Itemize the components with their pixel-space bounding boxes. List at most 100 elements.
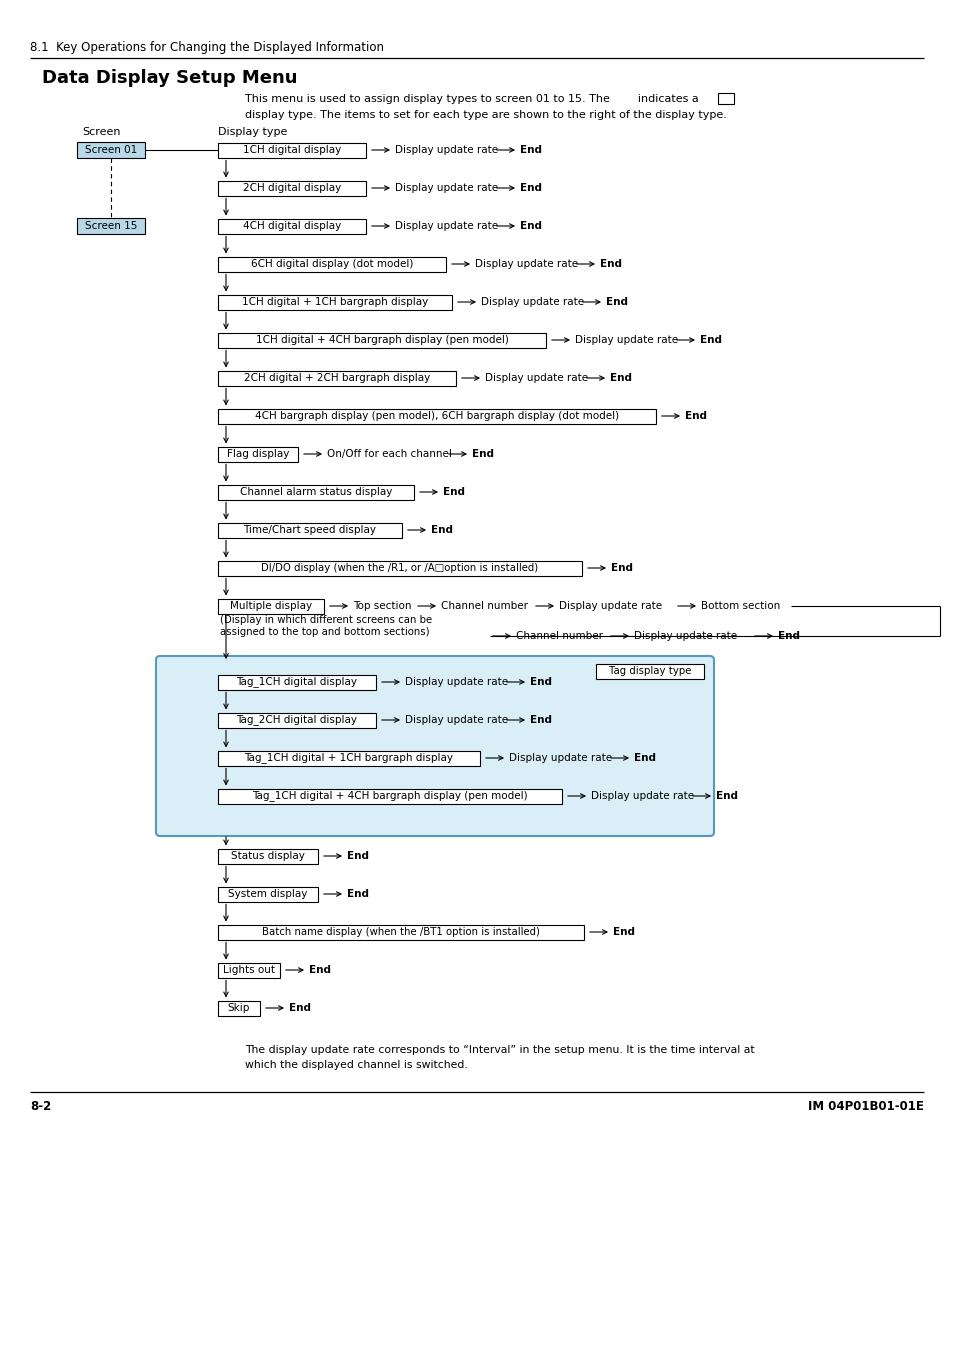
Text: End: End: [605, 297, 627, 306]
Text: Channel number: Channel number: [516, 630, 602, 641]
FancyBboxPatch shape: [156, 656, 713, 836]
Text: 8-2: 8-2: [30, 1099, 51, 1112]
Text: 1CH digital + 1CH bargraph display: 1CH digital + 1CH bargraph display: [242, 297, 428, 306]
Text: End: End: [716, 791, 738, 801]
Text: Display update rate: Display update rate: [475, 259, 578, 269]
FancyBboxPatch shape: [218, 849, 317, 864]
Text: Tag display type: Tag display type: [608, 667, 691, 676]
Text: On/Off for each channel: On/Off for each channel: [327, 450, 452, 459]
FancyBboxPatch shape: [218, 485, 414, 500]
Text: End: End: [472, 450, 494, 459]
Text: Screen 01: Screen 01: [85, 144, 137, 155]
Text: End: End: [519, 144, 541, 155]
Text: End: End: [700, 335, 721, 346]
Text: Channel number: Channel number: [440, 601, 527, 612]
Text: Status display: Status display: [231, 850, 305, 861]
Text: Batch name display (when the /BT1 option is installed): Batch name display (when the /BT1 option…: [262, 927, 539, 937]
Text: End: End: [530, 676, 552, 687]
Text: End: End: [613, 927, 635, 937]
Text: End: End: [684, 410, 706, 421]
Text: Tag_1CH digital + 4CH bargraph display (pen model): Tag_1CH digital + 4CH bargraph display (…: [252, 791, 527, 802]
Text: assigned to the top and bottom sections): assigned to the top and bottom sections): [220, 626, 429, 637]
Text: End: End: [610, 563, 633, 572]
Text: End: End: [634, 753, 656, 763]
Text: 4CH bargraph display (pen model), 6CH bargraph display (dot model): 4CH bargraph display (pen model), 6CH ba…: [254, 410, 618, 421]
Text: End: End: [289, 1003, 311, 1012]
Text: Display update rate: Display update rate: [484, 373, 587, 383]
Text: Screen 15: Screen 15: [85, 221, 137, 231]
Text: End: End: [431, 525, 453, 535]
Text: Display update rate: Display update rate: [395, 221, 497, 231]
Text: display type. The items to set for each type are shown to the right of the displ: display type. The items to set for each …: [245, 109, 726, 120]
FancyBboxPatch shape: [218, 447, 297, 462]
Text: 2CH digital display: 2CH digital display: [243, 184, 341, 193]
FancyBboxPatch shape: [218, 788, 561, 803]
FancyBboxPatch shape: [218, 294, 452, 309]
Text: Time/Chart speed display: Time/Chart speed display: [243, 525, 376, 535]
Text: Display update rate: Display update rate: [405, 676, 508, 687]
FancyBboxPatch shape: [218, 925, 583, 940]
Text: Display update rate: Display update rate: [395, 144, 497, 155]
Text: Multiple display: Multiple display: [230, 601, 312, 612]
Text: End: End: [347, 850, 369, 861]
Text: End: End: [778, 630, 800, 641]
Text: Screen: Screen: [82, 127, 120, 136]
Text: The display update rate corresponds to “Interval” in the setup menu. It is the t: The display update rate corresponds to “…: [245, 1045, 754, 1054]
FancyBboxPatch shape: [718, 93, 733, 104]
Text: (Display in which different screens can be: (Display in which different screens can …: [220, 616, 432, 625]
Text: Lights out: Lights out: [223, 965, 274, 975]
Text: 1CH digital + 4CH bargraph display (pen model): 1CH digital + 4CH bargraph display (pen …: [255, 335, 508, 346]
FancyBboxPatch shape: [218, 181, 366, 196]
Text: Display update rate: Display update rate: [405, 716, 508, 725]
Text: End: End: [530, 716, 552, 725]
Text: 2CH digital + 2CH bargraph display: 2CH digital + 2CH bargraph display: [244, 373, 430, 383]
Text: End: End: [347, 890, 369, 899]
Text: which the displayed channel is switched.: which the displayed channel is switched.: [245, 1060, 467, 1071]
Text: System display: System display: [228, 890, 308, 899]
Text: Display update rate: Display update rate: [634, 630, 737, 641]
FancyBboxPatch shape: [218, 713, 375, 728]
FancyBboxPatch shape: [218, 256, 446, 271]
Text: Display update rate: Display update rate: [480, 297, 583, 306]
Text: Display update rate: Display update rate: [590, 791, 694, 801]
FancyBboxPatch shape: [218, 963, 280, 977]
Text: 1CH digital display: 1CH digital display: [243, 144, 341, 155]
FancyBboxPatch shape: [218, 751, 479, 765]
Text: Display update rate: Display update rate: [509, 753, 612, 763]
Text: Top section: Top section: [353, 601, 411, 612]
Text: IM 04P01B01-01E: IM 04P01B01-01E: [807, 1099, 923, 1112]
Text: Bottom section: Bottom section: [700, 601, 780, 612]
Text: Tag_1CH digital display: Tag_1CH digital display: [236, 676, 357, 687]
Text: Display update rate: Display update rate: [558, 601, 661, 612]
FancyBboxPatch shape: [218, 1000, 260, 1015]
Text: End: End: [442, 487, 464, 497]
FancyBboxPatch shape: [218, 409, 656, 424]
Text: End: End: [519, 184, 541, 193]
Text: Data Display Setup Menu: Data Display Setup Menu: [42, 69, 297, 86]
FancyBboxPatch shape: [218, 887, 317, 902]
Text: Tag_2CH digital display: Tag_2CH digital display: [236, 714, 357, 725]
Text: Display update rate: Display update rate: [395, 184, 497, 193]
Text: This menu is used to assign display types to screen 01 to 15. The        indicat: This menu is used to assign display type…: [245, 95, 698, 104]
Text: 4CH digital display: 4CH digital display: [243, 221, 341, 231]
Text: Display type: Display type: [218, 127, 287, 136]
FancyBboxPatch shape: [218, 522, 401, 537]
FancyBboxPatch shape: [218, 598, 324, 613]
Text: 8.1  Key Operations for Changing the Displayed Information: 8.1 Key Operations for Changing the Disp…: [30, 42, 384, 54]
FancyBboxPatch shape: [218, 332, 545, 347]
Text: Display update rate: Display update rate: [575, 335, 678, 346]
Text: End: End: [309, 965, 331, 975]
Text: Channel alarm status display: Channel alarm status display: [239, 487, 392, 497]
Text: End: End: [519, 221, 541, 231]
FancyBboxPatch shape: [218, 370, 456, 386]
Text: Flag display: Flag display: [227, 450, 289, 459]
Text: End: End: [599, 259, 621, 269]
FancyBboxPatch shape: [218, 219, 366, 234]
FancyBboxPatch shape: [596, 664, 703, 679]
Text: Skip: Skip: [228, 1003, 250, 1012]
FancyBboxPatch shape: [218, 560, 581, 575]
Text: End: End: [609, 373, 631, 383]
Text: 6CH digital display (dot model): 6CH digital display (dot model): [251, 259, 413, 269]
FancyBboxPatch shape: [77, 217, 145, 234]
FancyBboxPatch shape: [218, 143, 366, 158]
